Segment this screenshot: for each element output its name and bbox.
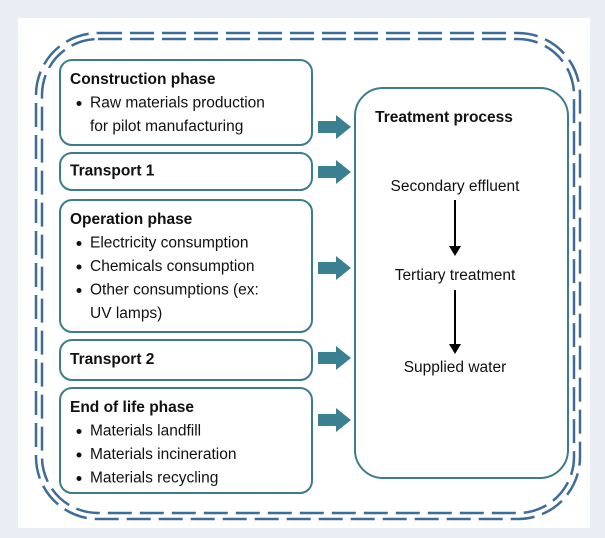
phase-title: Construction phase	[70, 71, 216, 88]
phase-box	[59, 199, 313, 333]
block-arrow	[318, 256, 351, 280]
phase-item: for pilot manufacturing	[90, 118, 243, 135]
phase-item: Raw materials production	[90, 95, 265, 112]
treatment-box	[354, 87, 569, 479]
bullet	[76, 429, 82, 434]
phase-item: Electricity consumption	[90, 235, 249, 252]
phase-box	[59, 339, 313, 381]
bullet	[76, 241, 82, 246]
phase-box	[59, 387, 313, 494]
block-arrow	[318, 115, 351, 139]
phase-box	[59, 59, 313, 146]
phase-title: Operation phase	[70, 211, 193, 228]
phase-item: UV lamps)	[90, 305, 162, 322]
block-arrow	[318, 160, 351, 184]
treatment-title: Treatment process	[375, 109, 513, 126]
phase-item: Chemicals consumption	[90, 258, 255, 275]
treatment-step: Supplied water	[404, 359, 507, 376]
arrow-head	[449, 344, 461, 354]
arrow-head	[449, 246, 461, 256]
bullet	[76, 452, 82, 458]
dashed-border-outer	[34, 31, 582, 521]
bullet	[76, 476, 82, 481]
bullet	[76, 101, 82, 106]
phase-item: Materials recycling	[90, 470, 218, 487]
phase-box	[59, 152, 313, 191]
bullet	[76, 264, 82, 270]
block-arrow	[318, 408, 351, 432]
phase-item: Other consumptions (ex:	[90, 282, 259, 299]
dashed-border-inner	[40, 37, 576, 515]
block-arrow	[318, 346, 351, 370]
phase-item: Materials landfill	[90, 423, 201, 440]
treatment-step: Secondary effluent	[391, 178, 521, 195]
treatment-step: Tertiary treatment	[395, 267, 516, 284]
phase-title: Transport 2	[70, 351, 154, 368]
phase-item: Materials incineration	[90, 446, 236, 463]
phase-title: Transport 1	[70, 163, 155, 180]
phase-title: End of life phase	[70, 399, 194, 416]
bullet	[76, 288, 82, 293]
